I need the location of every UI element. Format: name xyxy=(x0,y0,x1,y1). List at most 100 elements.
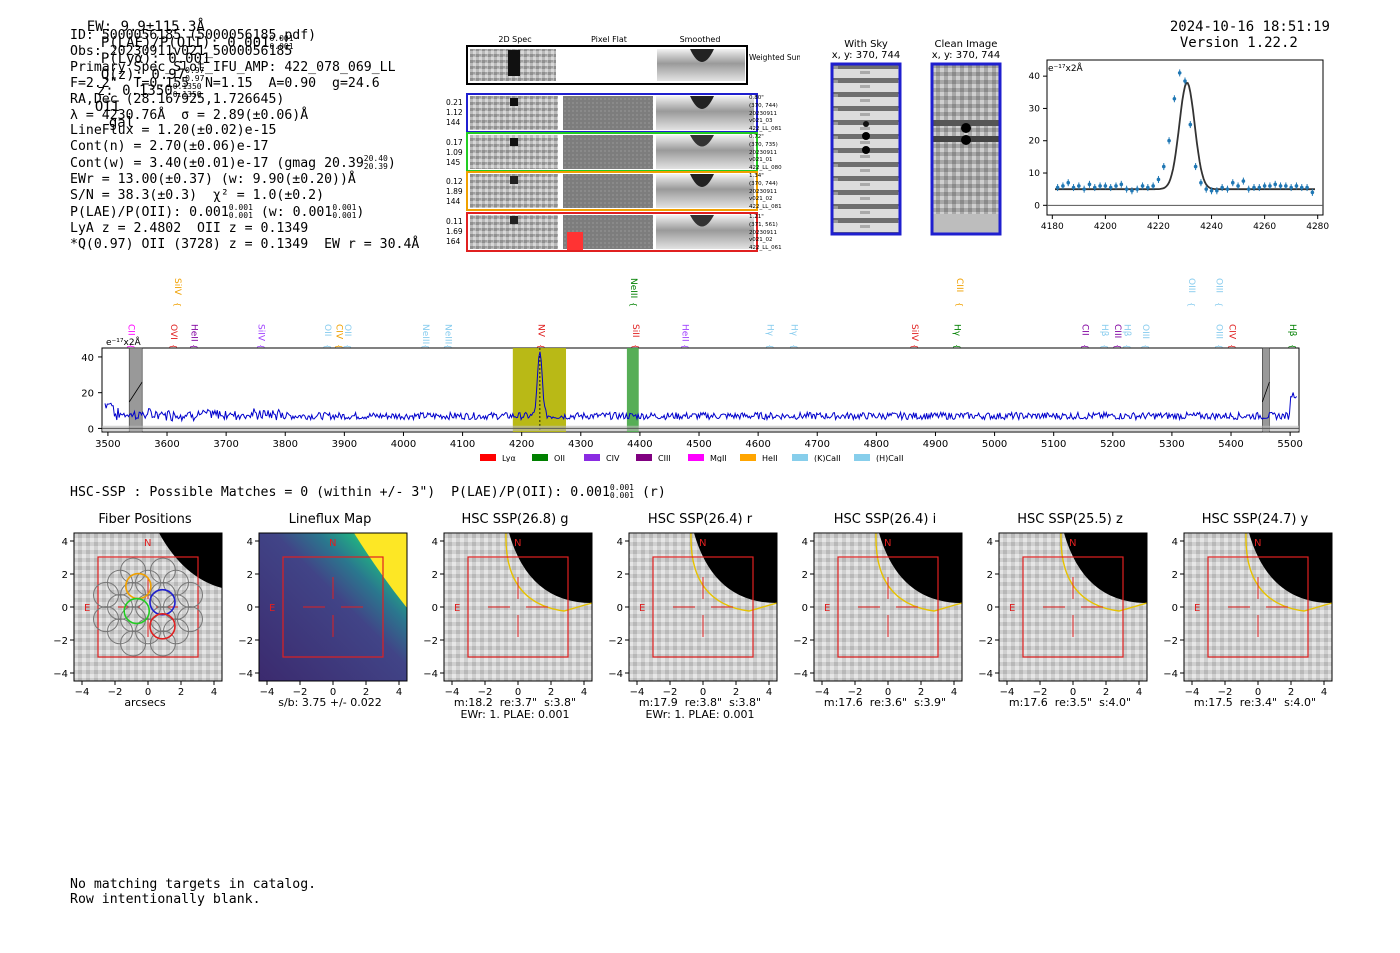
east-label: E xyxy=(1009,603,1015,614)
panel-ytick-label: −4 xyxy=(1163,669,1178,680)
zoom-data-point xyxy=(1284,184,1288,188)
row1-right-0: 0.80" xyxy=(749,95,764,101)
line-id-label: NeIII xyxy=(442,324,452,344)
aperture-box xyxy=(282,556,384,658)
row2-right-3: v021_01 xyxy=(749,157,773,163)
panel-ytick-label: −2 xyxy=(793,636,808,647)
legend-label: Lyα xyxy=(502,454,516,462)
imaging-panel-2: HSC SSP(26.8) g N E −4 −2 0 2 4 4 2 0 −2 −4 m:18.2 re… xyxy=(420,510,610,730)
panel-xtick-label: 4 xyxy=(1136,687,1142,698)
zoom-data-point xyxy=(1299,185,1304,190)
qz-sub: 0.97 xyxy=(185,74,205,83)
zoom-data-point xyxy=(1087,182,1092,187)
version: Version 1.22.2 xyxy=(1179,35,1298,51)
panel-ytick-label: 0 xyxy=(247,603,253,614)
panel-image: N E −4 −2 0 2 4 4 2 0 −2 −4 xyxy=(1163,532,1333,698)
zoom-data-point xyxy=(1246,187,1251,191)
row2-right-0: 0.72" xyxy=(749,134,764,140)
zoom-data-point xyxy=(1172,96,1177,101)
zoom-data-point xyxy=(1252,185,1256,190)
zoom-data-point xyxy=(1140,184,1145,188)
legend-swatch xyxy=(480,454,496,461)
line-id-bracket: { xyxy=(1288,344,1297,349)
info-obs: Obs: 20230911v021_5000056185 xyxy=(70,43,293,59)
aperture-ellipse xyxy=(1060,532,1148,612)
full-xtick-label: 3900 xyxy=(332,439,357,450)
panel-caption: arcsecs xyxy=(124,696,166,709)
line-id-bracket: { xyxy=(1081,344,1090,349)
panel-caption: m:18.2 re:3.7" s:3.8" EWr: 1. PLAE: 0.00… xyxy=(453,696,577,721)
line-id-label: Hγ xyxy=(765,324,775,337)
aperture-box xyxy=(652,556,754,658)
panel-caption: s/b: 3.75 +/- 0.022 xyxy=(278,696,382,709)
full-xtick-label: 4100 xyxy=(450,439,475,450)
panel-image: N E −4 −2 0 2 4 4 2 0 −2 −4 xyxy=(978,532,1148,698)
panel-image: N E −4 −2 0 2 4 4 2 0 −2 −4 xyxy=(238,532,408,698)
north-label: N xyxy=(514,538,521,549)
panel-ytick-label: −2 xyxy=(238,636,253,647)
legend-label: MgII xyxy=(710,454,727,462)
line-id-bracket: { xyxy=(1141,344,1150,349)
zoom-data-point xyxy=(1236,184,1240,188)
panel-xtick-label: 4 xyxy=(581,687,587,698)
panel-xtick-label: −2 xyxy=(1033,687,1048,698)
east-label: E xyxy=(824,603,830,614)
panel-xtick-label: 2 xyxy=(548,687,554,698)
zoom-ytick-label: 40 xyxy=(1029,72,1041,82)
line-id-bracket: { xyxy=(1100,344,1109,349)
galaxy-image xyxy=(879,533,962,603)
info-plae: P(LAE)/P(OII): 0.001 xyxy=(70,204,229,220)
line-id-label: OII xyxy=(342,324,352,336)
line-id-bracket: { xyxy=(1227,344,1236,349)
row4-right-0: 1.21" xyxy=(749,214,764,220)
line-id-bracket: { xyxy=(681,344,690,349)
panel-xtick-label: −2 xyxy=(663,687,678,698)
panel-xtick-label: 4 xyxy=(1321,687,1327,698)
zoom-data-point xyxy=(1188,122,1193,127)
east-label: E xyxy=(639,603,645,614)
row1-left-1: 1.12 xyxy=(446,108,463,117)
z-value: z: 0.1350 xyxy=(96,83,173,99)
east-label: E xyxy=(84,603,90,614)
line-id-bracket: { xyxy=(629,302,638,307)
line-id-bracket: { xyxy=(443,344,452,349)
panel-xtick-label: −2 xyxy=(848,687,863,698)
panel-caption: m:17.6 re:3.6" s:3.9" xyxy=(823,696,947,709)
line-id-label: OIII xyxy=(1140,324,1150,339)
imaging-panel-6: HSC SSP(24.7) y N E −4 −2 0 2 4 4 2 0 −2 −4 m:17.5 re… xyxy=(1160,510,1350,730)
zoom-data-point xyxy=(1220,185,1224,190)
zoom-xtick-label: 4180 xyxy=(1041,222,1064,232)
sky-images: With Sky x, y: 370, 744 Clean Image x, y… xyxy=(830,39,1002,236)
panel-ytick-label: 4 xyxy=(617,537,623,548)
fiber-circle xyxy=(135,569,161,596)
line-id-label: SiIV xyxy=(256,324,266,342)
line-id-bracket: { xyxy=(952,344,961,349)
panel-ytick-label: 0 xyxy=(1172,603,1178,614)
weighted-sum-label: Weighted Sum xyxy=(749,53,800,62)
panel-ytick-label: −2 xyxy=(53,636,68,647)
north-label: N xyxy=(699,538,706,549)
panel-xtick-label: 0 xyxy=(145,687,151,698)
info-id: ID: 5000056185 (5000056185.pdf) xyxy=(70,28,317,43)
gmag-sub: 20.39 xyxy=(363,162,388,172)
aperture-ellipse xyxy=(505,532,593,612)
masked-hatch xyxy=(128,381,143,403)
z-sup: 0.1350 xyxy=(172,82,202,91)
legend-swatch xyxy=(636,454,652,461)
east-label: E xyxy=(1194,603,1200,614)
with-sky-title: With Sky xyxy=(844,39,888,50)
panel-title: HSC SSP(26.8) g xyxy=(461,512,569,527)
row3-right-0: 1.34" xyxy=(749,173,764,179)
zoom-fit-curve xyxy=(1055,82,1315,191)
panel-ytick-label: −4 xyxy=(978,669,993,680)
panel-title: Fiber Positions xyxy=(98,512,192,527)
line-id-bracket: { xyxy=(257,344,266,349)
panel-xtick-label: 2 xyxy=(1103,687,1109,698)
row3-right-1: (370, 744) xyxy=(749,181,778,187)
hsc-suffix: (r) xyxy=(641,485,666,500)
row2-right-4: 422_LL_080 xyxy=(749,165,782,171)
fiber-row-3 xyxy=(466,171,758,211)
line-id-label: SiIV xyxy=(172,278,182,296)
zoom-data-point xyxy=(1193,164,1198,169)
zoom-data-point xyxy=(1278,184,1283,188)
